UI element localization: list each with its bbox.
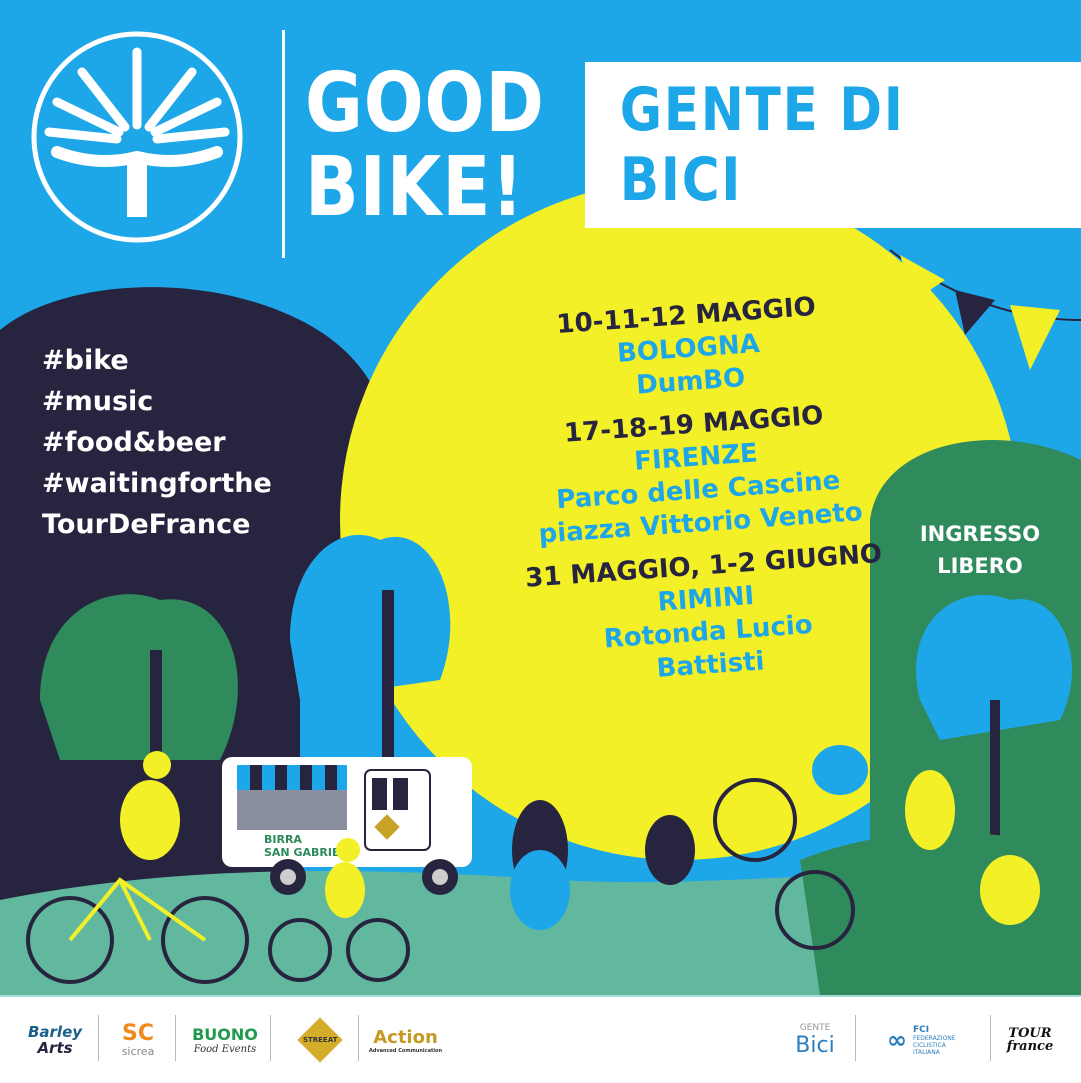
- logo-streeat: STREEAT: [290, 1017, 350, 1063]
- logo-text: FEDERAZIONE CICLISTICA ITALIANA: [913, 1034, 956, 1056]
- header-divider: [282, 30, 285, 258]
- logo-sicrea: SC sicrea: [108, 1017, 168, 1063]
- free-entry-line-1: INGRESSO: [919, 522, 1041, 546]
- trunk: [990, 700, 1000, 880]
- event-rimini: 31 MAGGIO, 1-2 GIUGNO RIMINI Rotonda Luc…: [508, 537, 906, 696]
- logo-action: Action Advanced Communication: [368, 1017, 443, 1063]
- streeat-badge: STREEAT: [297, 1017, 343, 1063]
- fci-text: FCI FEDERAZIONE CICLISTICA ITALIANA: [913, 1025, 963, 1056]
- tree: [916, 594, 1072, 740]
- logo-text: BUONO: [192, 1025, 258, 1044]
- logo-barley-arts: Barley Arts: [20, 1017, 90, 1063]
- tree: [290, 534, 451, 700]
- logo-text: Advanced Communication: [368, 1047, 443, 1054]
- hashtag: #music: [42, 386, 154, 417]
- yellow-sun: [340, 180, 1020, 860]
- logo-text: Action: [373, 1026, 438, 1048]
- truck-brand-small: BIRRA: [264, 833, 302, 846]
- divider: [98, 1015, 99, 1061]
- page-title: GENTE DI BICI: [619, 75, 905, 215]
- people: [120, 745, 1040, 930]
- flag: [955, 290, 995, 335]
- logo-text: FCI: [913, 1024, 930, 1035]
- logo-text: Food Events: [193, 1044, 257, 1055]
- free-entry-line-2: LIBERO: [937, 554, 1023, 578]
- logo-fci: ∞ FCI FEDERAZIONE CICLISTICA ITALIANA: [870, 1017, 980, 1063]
- brand-line-2: BIKE!: [305, 140, 525, 235]
- free-entry-label: INGRESSO LIBERO: [895, 518, 1065, 582]
- green-ground: [800, 832, 1081, 995]
- title-box: GENTE DI BICI: [585, 62, 1081, 228]
- logo-text: france: [1006, 1039, 1054, 1054]
- logo-text: Bici: [795, 1032, 835, 1058]
- flag: [1010, 305, 1060, 370]
- brand-title: GOOD BIKE!: [305, 62, 545, 230]
- event-list: 10-11-12 MAGGIO BOLOGNA DumBO 17-18-19 M…: [490, 286, 906, 705]
- divider: [358, 1015, 359, 1061]
- divider: [270, 1015, 271, 1061]
- logo-buono: BUONO Food Events: [185, 1017, 265, 1063]
- logo-tour-de-france: TOUR france: [1000, 1017, 1060, 1063]
- hashtags: #bike #music #food&beer #waitingforthe T…: [42, 340, 272, 545]
- logo-text: STREEAT: [302, 1036, 338, 1045]
- logo-text: Arts: [37, 1039, 73, 1057]
- flag: [900, 255, 945, 300]
- logo-text: GENTE: [799, 1022, 831, 1033]
- good-bike-logo: [31, 31, 243, 243]
- fci-bike-icon: ∞: [887, 1026, 907, 1054]
- event-firenze: 17-18-19 MAGGIO FIRENZE Parco delle Casc…: [498, 395, 896, 554]
- hashtag: #waitingforthe: [42, 468, 272, 499]
- bicycle: [26, 778, 855, 984]
- divider: [855, 1015, 856, 1061]
- logo-text: SC: [122, 1020, 154, 1046]
- divider: [990, 1015, 991, 1061]
- food-truck: BIRRA SAN GABRIEL: [222, 757, 472, 895]
- logo-text: TOUR: [1008, 1026, 1052, 1041]
- brand-line-1: GOOD: [305, 56, 545, 151]
- hashtag: #food&beer: [42, 427, 226, 458]
- sponsor-footer: Barley Arts SC sicrea BUONO Food Events STR…: [0, 995, 1081, 1083]
- hashtag: #bike: [42, 345, 129, 376]
- divider: [175, 1015, 176, 1061]
- tree: [40, 594, 238, 760]
- logo-text: sicrea: [121, 1044, 155, 1058]
- logo-text: Barley: [27, 1023, 83, 1041]
- logo-gente-di-bici: GENTE Bici: [785, 1017, 845, 1063]
- truck-brand: SAN GABRIEL: [264, 846, 346, 859]
- poster-illustration: BIRRA SAN GABRIEL: [0, 31, 1081, 995]
- hashtag: TourDeFrance: [42, 509, 251, 540]
